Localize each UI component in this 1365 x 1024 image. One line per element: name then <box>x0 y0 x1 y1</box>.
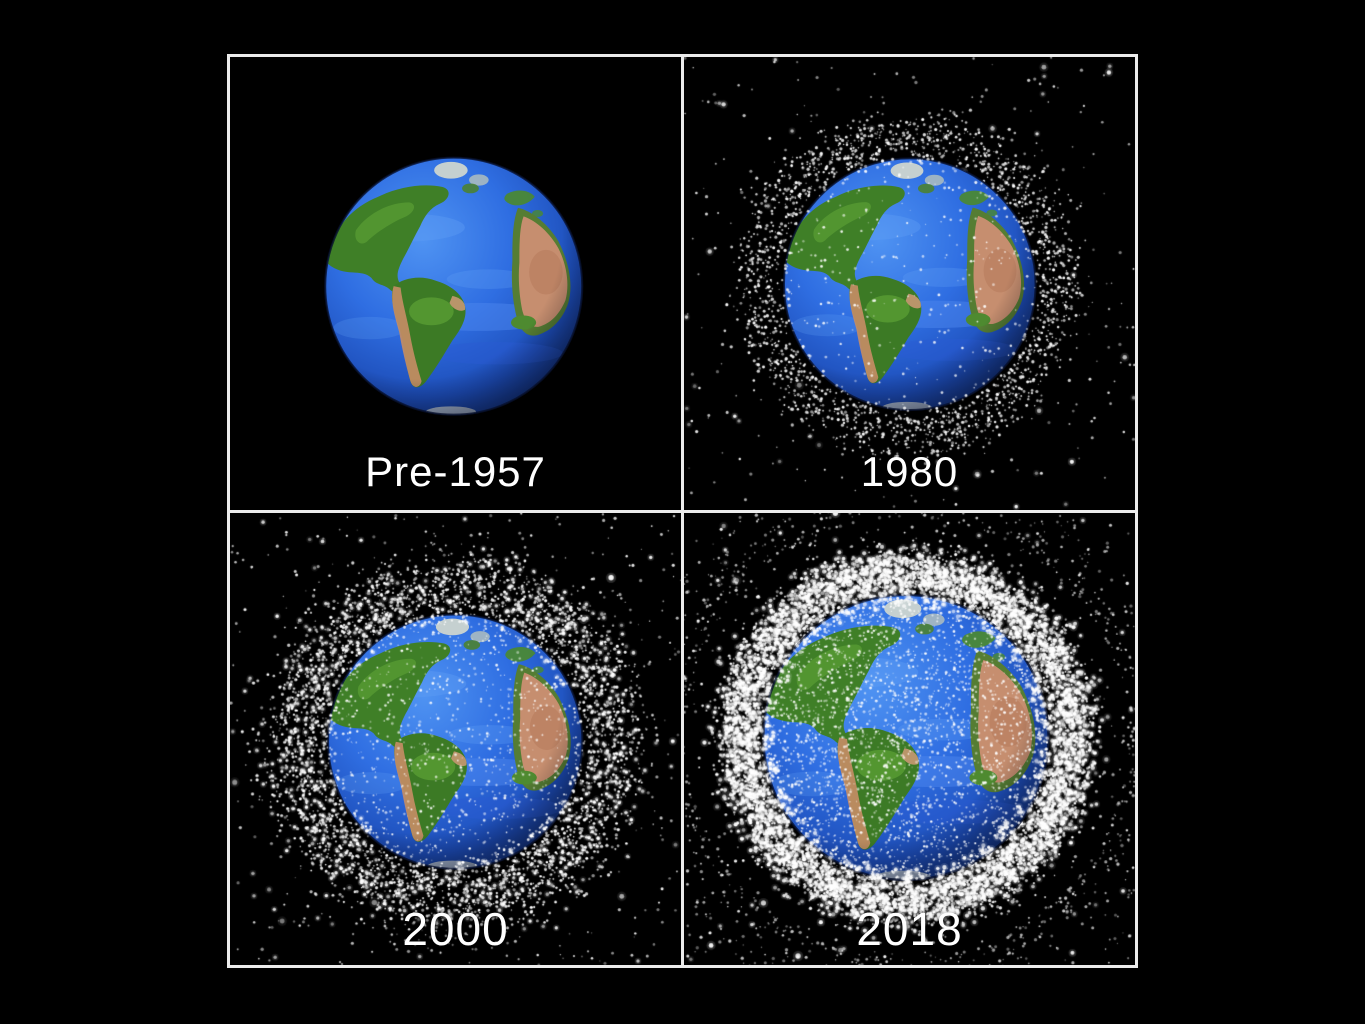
panel-2000: 2000 <box>230 512 681 965</box>
panel-2018: 2018 <box>684 512 1135 965</box>
panel-1980: 1980 <box>684 57 1135 510</box>
debris-foreground-canvas <box>230 57 681 510</box>
figure-frame: Pre-1957 1980 2000 2018 <box>227 54 1138 968</box>
debris-foreground-canvas <box>684 512 1135 965</box>
debris-grid: Pre-1957 1980 2000 2018 <box>230 57 1135 965</box>
debris-foreground-canvas <box>684 57 1135 510</box>
debris-foreground-canvas <box>230 512 681 965</box>
panel-pre-1957: Pre-1957 <box>230 57 681 510</box>
